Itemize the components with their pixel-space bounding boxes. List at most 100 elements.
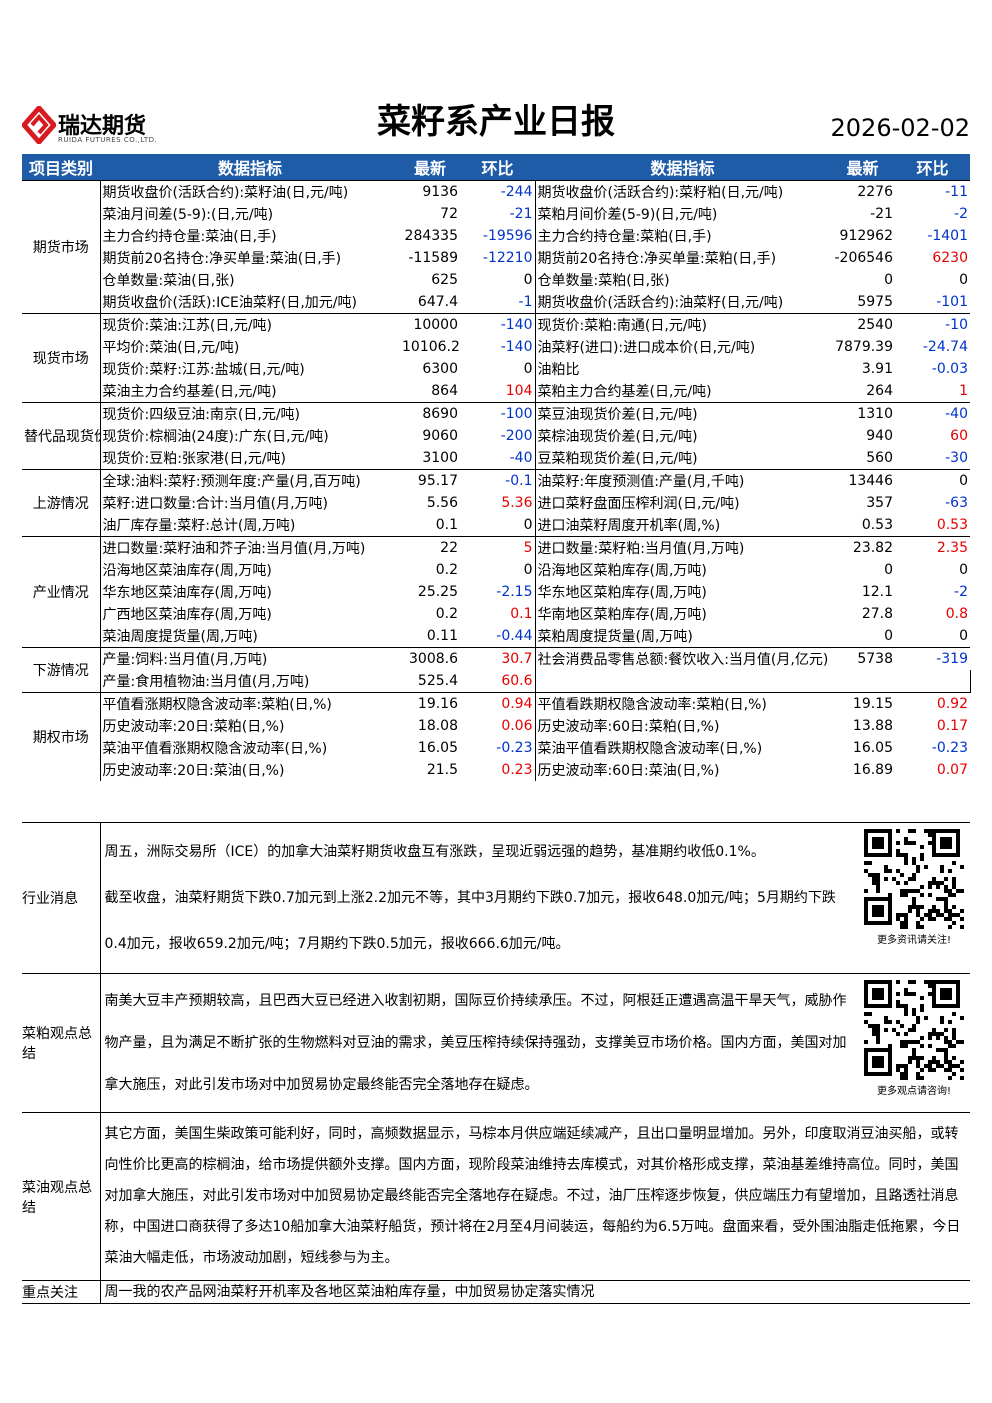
latest-value: 7879.39: [835, 339, 893, 355]
change-value: 0: [460, 269, 536, 291]
latest-value: 912962: [839, 228, 893, 244]
change-value: 0.94: [460, 692, 536, 715]
change-value: -244: [460, 180, 536, 203]
indicator-name: 菜油周度提货量(周,万吨): [102, 629, 258, 645]
indicator-name: 期货收盘价(活跃合约):油菜籽(日,元/吨): [537, 295, 784, 311]
data-row: 上游情况 全球:油料:菜籽:预测年度:产量(月,百万吨) 95.17 -0.1 油菜籽:…: [22, 469, 970, 537]
change-value: 0: [959, 562, 968, 578]
indicator-name: 现货价:豆粕:张家港(日,元/吨): [102, 451, 287, 467]
data-row: 主力合约持仓量:菜油(日,手) 284335 -19596 主力合约持仓量:菜粕(日,…: [22, 225, 970, 247]
change-value: 104: [460, 380, 536, 403]
latest-value: 0: [884, 272, 893, 288]
data-table: 项目类别 数据指标 最新 环比 数据指标 最新 环比 期货市场 期货收盘价(活跃合约):菜籽油…: [22, 154, 971, 781]
change-value: -140: [460, 336, 536, 358]
logo: 瑞达期货 RUIDA FUTURES CO.,LTD.: [20, 104, 172, 150]
category: 期货市场: [22, 180, 101, 314]
latest-value: 6300: [422, 361, 458, 377]
change-value: -2: [954, 584, 968, 600]
data-row: 历史波动率:20日:菜粕(日,%) 18.08 0.06 历史波动率:60日:菜粕(日…: [22, 715, 970, 737]
change-value: -30: [945, 450, 968, 466]
change-value: 0.8: [945, 606, 968, 622]
indicator-name: 菜粕主力合约基差(日,元/吨): [537, 384, 712, 400]
latest-value: 5975: [857, 294, 893, 310]
change-value: -0.44: [460, 625, 536, 648]
change-value: 0.1: [460, 603, 536, 625]
data-row: 期货收盘价(活跃):ICE油菜籽(日,加元/吨) 647.4 -1 期货收盘价(活跃合…: [22, 291, 970, 314]
change-value: -2.15: [460, 581, 536, 603]
indicator-name: 现货价:菜籽:江苏:盐城(日,元/吨): [102, 362, 305, 378]
category: 产业情况: [22, 536, 101, 648]
data-row: 现货市场 现货价:菜油:江苏(日,元/吨) 10000 -140 现货价:菜粕:南通(日…: [22, 313, 970, 403]
change-value: 0: [460, 514, 536, 537]
indicator-name: 平值看跌期权隐含波动率:菜粕(日,%): [535, 692, 830, 715]
latest-value: 0.2: [435, 562, 458, 578]
category: 期权市场: [22, 692, 101, 781]
indicator-name: 仓单数量:菜油(日,张): [102, 273, 235, 289]
indicator-name: 主力合约持仓量:菜粕(日,手): [537, 229, 712, 245]
data-row: 下游情况 产量:饲料:当月值(月,万吨) 3008.6 30.7 社会消费品零售总额:餐…: [22, 647, 970, 693]
note-body: 其它方面，美国生柴政策可能利好，同时，高频数据显示，马棕本月供应端延续减产，且出…: [100, 1112, 970, 1281]
data-row: 仓单数量:菜油(日,张) 625 0 仓单数量:菜粕(日,张) 0 0: [22, 269, 970, 291]
report-title: 菜籽系产业日报: [377, 102, 615, 142]
latest-value: 1310: [830, 402, 895, 425]
qr-code: [864, 829, 964, 929]
latest-value: 525.4: [417, 673, 458, 689]
latest-value: 95.17: [400, 469, 460, 492]
indicator-name: 菜粕月间价差(5-9)(日,元/吨): [537, 207, 718, 223]
change-value: -101: [936, 294, 968, 310]
data-row: 替代品现货价格现货价:四级豆油:南京(日,元/吨)8690-100菜豆油现货价差…: [22, 402, 970, 470]
latest-value: 0.11: [426, 628, 458, 644]
change-value: 0.06: [460, 715, 536, 737]
change-value: 5.36: [460, 492, 536, 514]
category: 替代品现货价格: [22, 402, 101, 470]
data-row: 菜油周度提货量(周,万吨) 0.11 -0.44 菜粕周度提货量(周,万吨) 0 0: [22, 625, 970, 648]
change-value: -63: [945, 495, 968, 511]
indicator-name: 沿海地区菜粕库存(周,万吨): [537, 563, 707, 579]
indicator-name: 产量:饲料:当月值(月,万吨): [100, 647, 400, 670]
indicator-name: 菜粕周度提货量(周,万吨): [537, 629, 693, 645]
qr-caption: 更多资讯请关注!: [876, 935, 951, 946]
change-value: 0.07: [936, 762, 968, 778]
note-body: 更多资讯请关注! 周五，洲际交易所（ICE）的加拿大油菜籽期货收盘互有涨跌，呈现近…: [100, 822, 970, 974]
latest-value: 16.05: [852, 740, 893, 756]
indicator-name: 历史波动率:20日:菜粕(日,%): [102, 719, 285, 735]
note-paragraph: 截至收盘，油菜籽期货下跌0.7加元到上涨2.2加元不等，其中3月期约下跌0.7加…: [104, 890, 836, 952]
change-value: -19596: [460, 225, 536, 247]
change-value: -1: [460, 291, 536, 314]
indicator-name: 菜豆油现货价差(日,元/吨): [535, 402, 830, 425]
change-value: -140: [460, 313, 536, 336]
indicator-name: 进口菜籽盘面压榨利润(日,元/吨): [537, 496, 740, 512]
latest-value: 0.2: [435, 606, 458, 622]
qr-block: 更多观点请咨询!: [862, 980, 966, 1099]
latest-value: 0: [884, 628, 893, 644]
note-category: 行业消息: [22, 822, 101, 974]
note-category: 重点关注: [22, 1280, 101, 1304]
latest-value: 13446: [830, 469, 895, 492]
column-header: 最新: [830, 154, 895, 181]
data-row: 广西地区菜油库存(周,万吨) 0.2 0.1 华南地区菜粕库存(周,万吨) 27.8 0.…: [22, 603, 970, 625]
data-row: 产业情况 进口数量:菜籽油和芥子油:当月值(月,万吨) 22 5 进口数量:菜籽粕:当月…: [22, 536, 970, 648]
change-value: 0: [895, 469, 970, 492]
note-paragraph: 周一我的农产品网油菜籽开机率及各地区菜油粕库存量，中加贸易协定落实情况: [104, 1284, 595, 1300]
note-paragraph: 其它方面，美国生柴政策可能利好，同时，高频数据显示，马棕本月供应端延续减产，且出…: [104, 1126, 961, 1266]
latest-value: 284335: [404, 228, 458, 244]
latest-value: 21.5: [426, 762, 458, 778]
change-value: 0: [460, 358, 536, 380]
change-value: 2.35: [895, 536, 970, 559]
indicator-name: 现货价:菜粕:南通(日,元/吨): [535, 313, 830, 336]
change-value: 0.53: [936, 517, 968, 533]
change-value: 0.17: [936, 718, 968, 734]
indicator-name: 华东地区菜油库存(周,万吨): [102, 585, 272, 601]
indicator-name: 进口数量:菜籽粕:当月值(月,万吨): [535, 536, 830, 559]
change-value: -10: [895, 313, 970, 336]
indicator-name: 历史波动率:60日:菜油(日,%): [537, 763, 720, 779]
indicator-name: 进口油菜籽周度开机率(周,%): [537, 518, 721, 534]
column-header: 最新: [400, 154, 460, 181]
latest-value: 560: [866, 450, 893, 466]
change-value: 0: [460, 559, 536, 581]
latest-value: 3008.6: [400, 647, 460, 670]
data-row: 菜油月间差(5-9):(日,元/吨) 72 -21 菜粕月间价差(5-9)(日,元/吨…: [22, 203, 970, 225]
indicator-name: 沿海地区菜油库存(周,万吨): [102, 563, 272, 579]
change-value: 0: [959, 272, 968, 288]
